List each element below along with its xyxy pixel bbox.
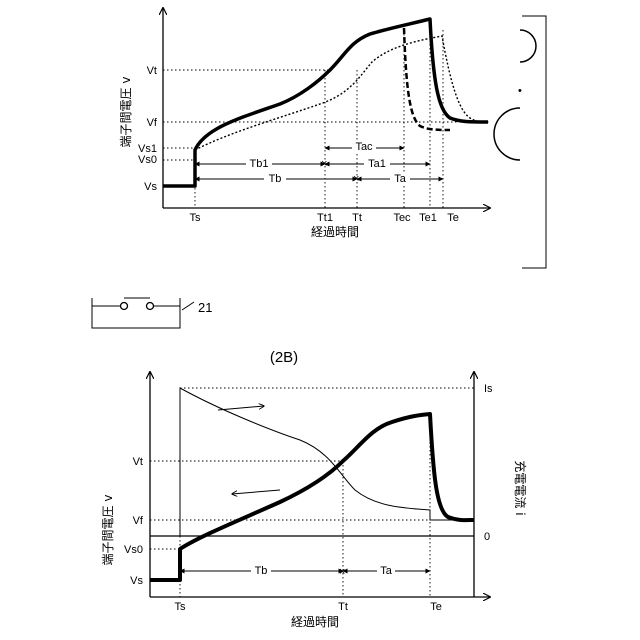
switch-leader <box>182 302 194 310</box>
top-xtick-tt1: Tt1 <box>317 212 333 224</box>
bottom-y2-axis-label: 充電電流 i <box>513 460 528 515</box>
top-x-axis-label: 経過時間 <box>311 225 359 239</box>
bottom-current-arrow <box>218 406 264 410</box>
side-mark: • <box>518 85 522 97</box>
switch-contact-right <box>147 303 154 310</box>
switch-contact-left <box>121 303 128 310</box>
bottom-interval-ta: Ta <box>380 565 393 577</box>
bottom-y2tick-is: Is <box>484 383 493 395</box>
top-y-axis-label: 端子間電圧 v <box>119 77 133 148</box>
bottom-voltage-arrow <box>232 490 280 494</box>
bottom-interval-tb: Tb <box>255 565 268 577</box>
top-chart: × × Tac Tb1 Ta1 Tb Ta Vt Vf Vs1 Vs0 Vs T… <box>119 8 490 239</box>
bottom-ytick-vt: Vt <box>133 456 143 468</box>
top-interval-ta1: Ta1 <box>368 158 386 170</box>
top-xtick-te1: Te1 <box>419 212 437 224</box>
top-xtick-tt: Tt <box>352 212 362 224</box>
top-dotted-curve <box>195 36 488 150</box>
bottom-x-mark: × <box>339 566 345 578</box>
bottom-ytick-vs0: Vs0 <box>124 544 143 556</box>
top-ytick-vf: Vf <box>147 117 158 129</box>
switch-fragment: 21 <box>92 298 212 328</box>
top-interval-tb: Tb <box>269 173 282 185</box>
top-xtick-te: Te <box>447 212 459 224</box>
top-ytick-vt: Vt <box>147 65 157 77</box>
bottom-ytick-vs: Vs <box>130 575 143 587</box>
top-x-mark-2: × <box>353 173 359 185</box>
bottom-ytick-vf: Vf <box>133 515 144 527</box>
top-interval-tb1: Tb1 <box>250 158 269 170</box>
top-interval-ta: Ta <box>394 173 407 185</box>
top-xtick-ts: Ts <box>190 212 202 224</box>
side-arc-bottom <box>494 108 520 160</box>
bottom-chart: (2B) × Tb Ta Vt Vf Vs0 Vs <box>101 349 528 629</box>
top-x-mark: × <box>321 158 327 170</box>
bottom-x-axis-label: 経過時間 <box>291 615 339 629</box>
side-fragment: • <box>494 16 546 268</box>
bottom-xtick-ts: Ts <box>175 601 187 613</box>
bottom-y2tick-zero: 0 <box>484 531 490 543</box>
top-ytick-vs: Vs <box>144 181 157 193</box>
bottom-xtick-te: Te <box>430 601 442 613</box>
switch-box <box>92 298 180 328</box>
top-interval-tac: Tac <box>355 141 373 153</box>
top-xtick-tec: Tec <box>393 212 411 224</box>
bottom-voltage-curve <box>150 414 474 580</box>
bottom-current-curve <box>150 388 474 536</box>
bottom-y-axis-label: 端子間電圧 v <box>101 495 115 566</box>
side-arc-top <box>520 30 536 62</box>
switch-ref-label: 21 <box>198 300 212 315</box>
bottom-xtick-tt: Tt <box>338 601 348 613</box>
bottom-title: (2B) <box>270 349 298 366</box>
top-ytick-vs0: Vs0 <box>138 154 157 166</box>
